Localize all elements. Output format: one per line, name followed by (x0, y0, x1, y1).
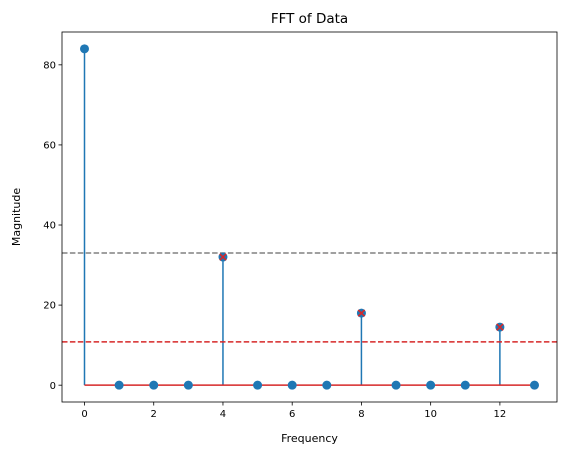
stem-marker (322, 380, 332, 390)
stem-marker (253, 380, 263, 390)
peak-highlight-marker (219, 253, 227, 261)
x-tick-label: 6 (289, 409, 295, 420)
stem-marker (530, 380, 539, 390)
chart-title: FFT of Data (271, 11, 348, 27)
plot-frame (61, 31, 558, 403)
stem-marker (460, 380, 470, 390)
y-axis: 0 20 40 60 80 (43, 60, 62, 392)
x-tick-label: 10 (424, 409, 437, 420)
peak-highlight-marker (496, 323, 504, 331)
y-tick-label: 0 (50, 381, 56, 392)
x-tick-label: 0 (81, 409, 87, 420)
y-tick-label: 60 (43, 141, 56, 152)
y-tick-label: 20 (43, 301, 56, 312)
x-tick-label: 4 (220, 409, 226, 420)
stem-marker (287, 380, 297, 390)
stem-marker (149, 380, 159, 390)
y-tick-label: 80 (43, 60, 56, 71)
plot-area (62, 44, 557, 390)
stem-marker (114, 380, 124, 390)
x-axis-label: Frequency (281, 432, 338, 445)
stem-marker (426, 380, 436, 390)
x-axis: 0 2 4 6 8 10 12 (81, 402, 506, 420)
stem-marker (183, 380, 193, 390)
y-axis-label: Magnitude (10, 188, 23, 247)
x-tick-label: 8 (358, 409, 364, 420)
peak-highlight-marker (357, 309, 366, 317)
y-tick-label: 40 (43, 221, 56, 232)
stem-marker (391, 380, 401, 390)
x-tick-label: 2 (151, 409, 157, 420)
stem-marker (80, 44, 89, 54)
x-tick-label: 12 (494, 409, 507, 420)
